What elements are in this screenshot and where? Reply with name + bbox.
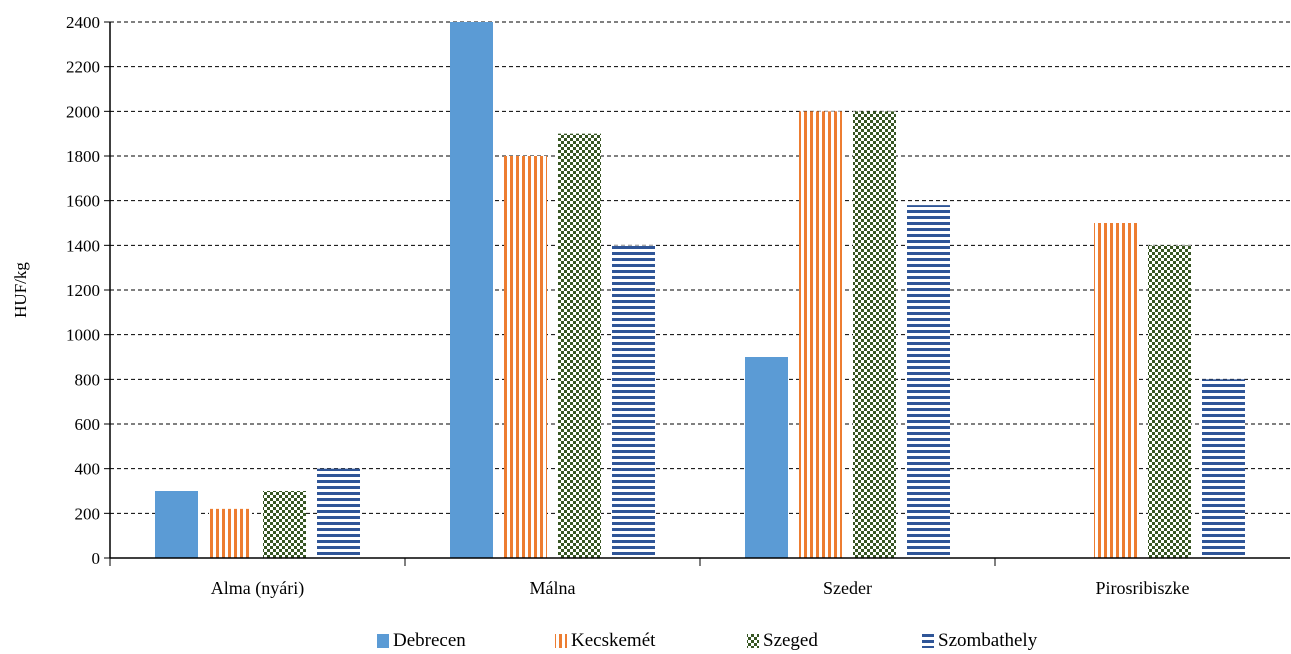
y-tick-label: 600 [75,415,101,434]
bar-debrecen-2 [450,22,493,558]
bar-kecskem-t-4 [1094,223,1137,558]
legend-item-szombathely: Szombathely [920,630,1037,652]
bar-kecskem-t-3 [799,111,842,558]
y-tick-label: 0 [92,549,101,568]
x-tick-label: Szeder [823,578,872,598]
legend-item-szeged: Szeged [745,630,818,652]
y-tick-label: 2400 [66,13,100,32]
bar-szombathely-3 [907,205,950,558]
bar-szeged-4 [1148,245,1191,559]
y-tick-label: 800 [75,370,101,389]
y-tick-label: 2200 [66,58,100,77]
y-tick-label: 1200 [66,281,100,300]
bar-debrecen-3 [745,357,788,558]
x-tick-label: Málna [530,578,576,598]
x-tick-label: Pirosribiszke [1096,578,1190,598]
bar-szombathely-1 [317,468,360,558]
legend-swatch [555,634,567,648]
axes: 0 200 400 600 800 1000 1200 1400 1600 1800 2000 220… [66,13,1290,599]
bar-chart: 0 200 400 600 800 1000 1200 1400 1600 1800 2000 220… [11,13,1290,599]
gridlines [110,21,1290,514]
legend-swatch [922,634,934,648]
y-tick-label: 200 [75,504,101,523]
bar-debrecen-1 [155,491,198,558]
legend-label: Szeged [763,630,818,651]
bar-szeged-2 [558,133,601,558]
y-tick-label: 1600 [66,192,100,211]
legend-label: Kecskemét [571,630,656,651]
y-axis-title: HUF/kg [11,262,30,318]
bar-szombathely-2 [612,245,655,559]
y-tick-label: 400 [75,460,101,479]
legend: Debrecen Kecskemét Szeged Szombathely [0,624,1291,654]
bar-kecskem-t-2 [504,156,547,558]
bar-szeged-1 [263,491,306,558]
legend-swatch [377,634,389,648]
legend-label: Szombathely [938,630,1038,651]
bar-kecskem-t-1 [209,508,252,558]
y-tick-label: 1000 [66,326,100,345]
y-tick-label: 1400 [66,236,100,255]
y-tick-label: 1800 [66,147,100,166]
legend-swatch [747,634,759,648]
y-tick-label: 2000 [66,102,100,121]
bars [155,22,1245,559]
x-tick-label: Alma (nyári) [211,578,304,599]
bar-szeged-3 [853,111,896,558]
legend-label: Debrecen [393,630,466,651]
bar-szombathely-4 [1202,379,1245,558]
legend-item-debrecen: Debrecen [375,630,466,652]
legend-item-kecskem-t: Kecskemét [553,630,655,652]
